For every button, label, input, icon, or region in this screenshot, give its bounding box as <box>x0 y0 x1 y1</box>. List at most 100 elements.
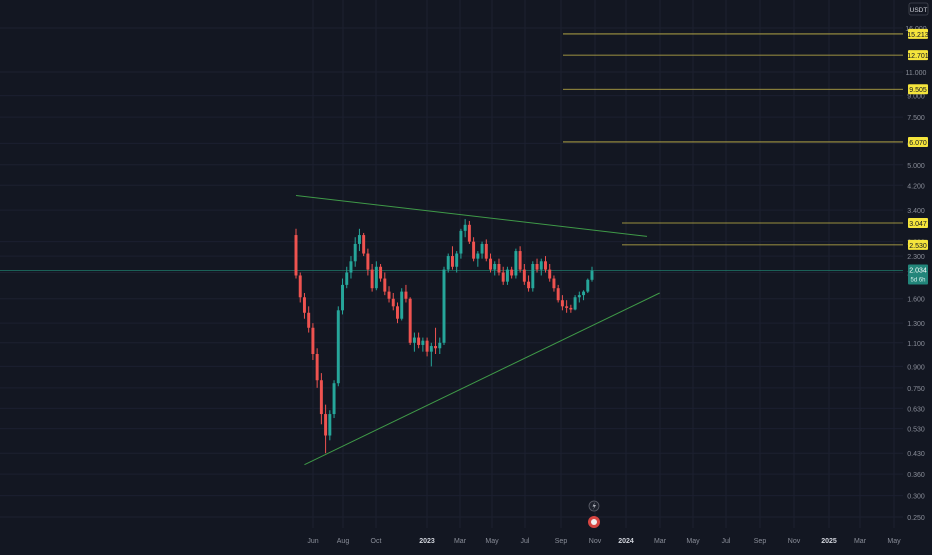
y-tick-label: 3.400 <box>907 208 925 215</box>
candle-body <box>396 306 399 319</box>
candle-body <box>421 340 425 345</box>
candle-body <box>560 300 564 307</box>
candle-body <box>446 256 450 270</box>
candle-body <box>455 253 459 267</box>
candle-body <box>353 243 357 262</box>
candle-body <box>336 310 340 384</box>
price-level-label: 6.070 <box>909 140 927 147</box>
candle-body <box>577 295 581 298</box>
price-level-label: 12.701 <box>907 53 929 60</box>
candle-body <box>442 269 446 343</box>
candle-body <box>510 269 514 276</box>
candle-body <box>484 243 488 259</box>
lightning-glyph-icon <box>592 502 596 510</box>
candle-body <box>362 235 366 254</box>
candle-body <box>493 263 497 270</box>
x-tick-label: Jul <box>722 538 731 545</box>
x-tick-label: May <box>485 538 499 545</box>
x-tick-label: Jul <box>521 538 530 545</box>
candle-body <box>438 342 442 349</box>
candle-body <box>467 224 471 242</box>
candle-body <box>582 291 586 296</box>
candle-body <box>412 337 416 343</box>
candle-body <box>586 279 590 292</box>
current-price-label: 2.034 <box>909 268 927 275</box>
y-tick-label: 0.530 <box>907 427 925 434</box>
candle-body <box>565 306 569 308</box>
y-tick-label: 0.250 <box>907 515 925 522</box>
price-level-tag <box>908 28 928 39</box>
x-tick-label: 2023 <box>419 538 435 545</box>
candle-body <box>328 414 332 436</box>
trendline-lower <box>304 292 660 466</box>
candle-body <box>332 383 336 415</box>
x-tick-label: Mar <box>454 538 467 545</box>
candle-body <box>429 346 433 352</box>
candle-body <box>552 278 556 289</box>
candle-body <box>387 291 391 299</box>
price-level-tag <box>908 217 928 228</box>
y-tick-label: 0.360 <box>907 472 925 479</box>
trendline-upper <box>295 194 648 237</box>
candle-body <box>408 298 412 343</box>
candle-body <box>573 297 577 310</box>
candle-body <box>425 340 429 352</box>
candle-body <box>349 261 353 273</box>
x-tick-label: 2024 <box>618 538 634 545</box>
currency-label: USDT <box>910 7 928 14</box>
candle-body <box>383 278 387 292</box>
y-tick-label: 11.000 <box>906 70 927 77</box>
candle-body <box>391 298 395 307</box>
candle-body <box>324 414 328 436</box>
price-level-tag <box>908 136 928 147</box>
candle-body <box>294 235 298 276</box>
candle-body <box>548 269 552 279</box>
candle-body <box>319 380 323 415</box>
candle-body <box>497 263 501 273</box>
candle-body <box>366 253 370 270</box>
earnings-event-inner-icon <box>591 519 597 525</box>
candle-body <box>501 272 505 282</box>
candle-body <box>531 263 535 289</box>
candle-body <box>556 288 560 301</box>
x-tick-label: Jun <box>307 538 318 545</box>
candle-body <box>527 281 531 289</box>
candle-body <box>311 327 315 354</box>
price-level-tag <box>908 84 928 95</box>
price-level-tag <box>908 239 928 250</box>
y-tick-label: 0.300 <box>907 494 925 501</box>
y-tick-label: 0.430 <box>907 451 925 458</box>
candle-body <box>307 312 311 328</box>
x-tick-label: Sep <box>754 538 767 545</box>
x-tick-label: Sep <box>555 538 568 545</box>
y-tick-label: 0.900 <box>907 364 925 371</box>
price-level-label: 3.047 <box>909 221 927 228</box>
candle-body <box>480 243 484 254</box>
candle-body <box>476 253 480 259</box>
candle-body <box>400 291 404 319</box>
price-level-tag <box>908 50 928 61</box>
y-tick-label: 1.300 <box>907 321 925 328</box>
candle-body <box>450 256 454 267</box>
candle-body <box>315 354 319 381</box>
time-axis[interactable] <box>0 528 932 550</box>
currency-badge[interactable] <box>908 2 929 16</box>
candle-body <box>472 241 476 259</box>
y-tick-label: 2.300 <box>907 254 925 261</box>
candle-body <box>302 297 306 313</box>
candle-body <box>459 230 463 254</box>
y-tick-label: 1.100 <box>907 341 925 348</box>
y-tick-label: 4.200 <box>907 183 925 190</box>
candle-body <box>370 269 374 289</box>
candle-body <box>341 284 344 311</box>
candle-body <box>298 275 302 298</box>
x-tick-label: Mar <box>854 538 867 545</box>
candle-body <box>505 269 509 282</box>
x-tick-label: 2025 <box>821 538 837 545</box>
candle-body <box>379 266 383 279</box>
price-level-label: 15.213 <box>907 32 929 39</box>
x-tick-label: May <box>887 538 901 545</box>
